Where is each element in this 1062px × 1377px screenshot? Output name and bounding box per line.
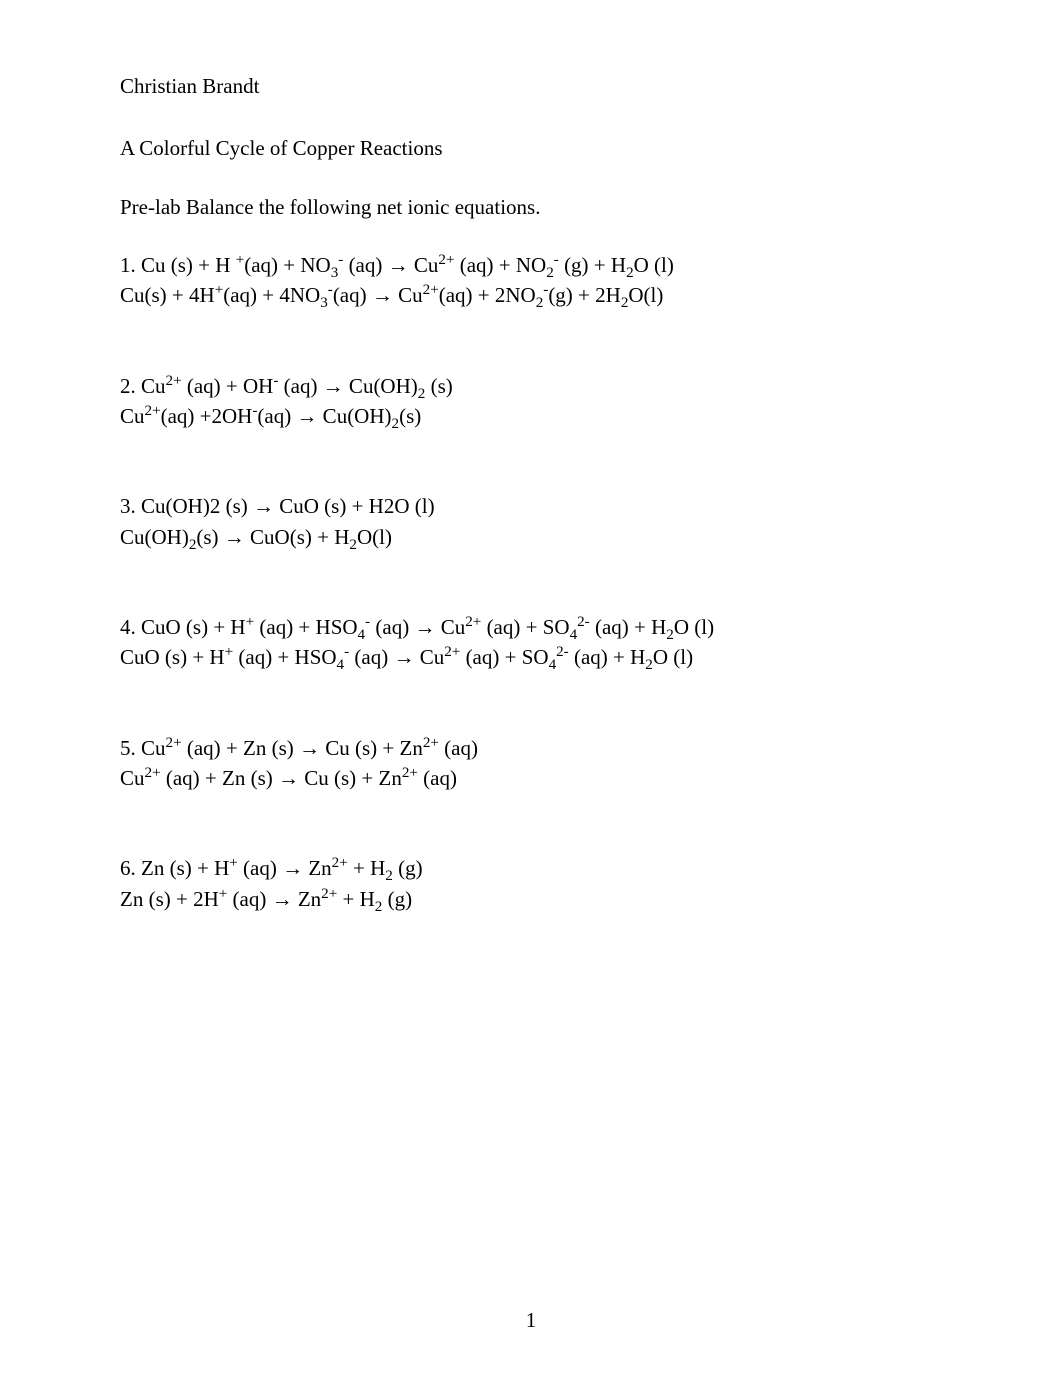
equation-problem: 3. Cu(OH)2 (s) → CuO (s) + H2O (l): [120, 492, 942, 520]
equation-block-2: 2. Cu2+ (aq) + OH- (aq) → Cu(OH)2 (s) Cu…: [120, 372, 942, 431]
page-number: 1: [0, 1308, 1062, 1333]
document-page: Christian Brandt A Colorful Cycle of Cop…: [0, 0, 1062, 1377]
equation-answer: CuO (s) + H+ (aq) + HSO4- (aq) → Cu2+ (a…: [120, 643, 942, 671]
equation-answer: Zn (s) + 2H+ (aq) → Zn2+ + H2 (g): [120, 885, 942, 913]
equation-problem: 5. Cu2+ (aq) + Zn (s) → Cu (s) + Zn2+ (a…: [120, 734, 942, 762]
equation-block-5: 5. Cu2+ (aq) + Zn (s) → Cu (s) + Zn2+ (a…: [120, 734, 942, 793]
equation-block-6: 6. Zn (s) + H+ (aq) → Zn2+ + H2 (g) Zn (…: [120, 854, 942, 913]
equation-problem: 2. Cu2+ (aq) + OH- (aq) → Cu(OH)2 (s): [120, 372, 942, 400]
equation-answer: Cu2+ (aq) + Zn (s) → Cu (s) + Zn2+ (aq): [120, 764, 942, 792]
equation-problem: 1. Cu (s) + H +(aq) + NO3- (aq) → Cu2+ (…: [120, 251, 942, 279]
equation-answer: Cu2+(aq) +2OH-(aq) → Cu(OH)2(s): [120, 402, 942, 430]
prelab-instructions: Pre-lab Balance the following net ionic …: [120, 193, 942, 221]
equation-answer: Cu(s) + 4H+(aq) + 4NO3-(aq) → Cu2+(aq) +…: [120, 281, 942, 309]
equation-block-4: 4. CuO (s) + H+ (aq) + HSO4- (aq) → Cu2+…: [120, 613, 942, 672]
equation-answer: Cu(OH)2(s) → CuO(s) + H2O(l): [120, 523, 942, 551]
equation-problem: 6. Zn (s) + H+ (aq) → Zn2+ + H2 (g): [120, 854, 942, 882]
equation-block-3: 3. Cu(OH)2 (s) → CuO (s) + H2O (l) Cu(OH…: [120, 492, 942, 551]
author-name: Christian Brandt: [120, 72, 942, 100]
equation-problem: 4. CuO (s) + H+ (aq) + HSO4- (aq) → Cu2+…: [120, 613, 942, 641]
equation-block-1: 1. Cu (s) + H +(aq) + NO3- (aq) → Cu2+ (…: [120, 251, 942, 310]
document-title: A Colorful Cycle of Copper Reactions: [120, 134, 942, 162]
